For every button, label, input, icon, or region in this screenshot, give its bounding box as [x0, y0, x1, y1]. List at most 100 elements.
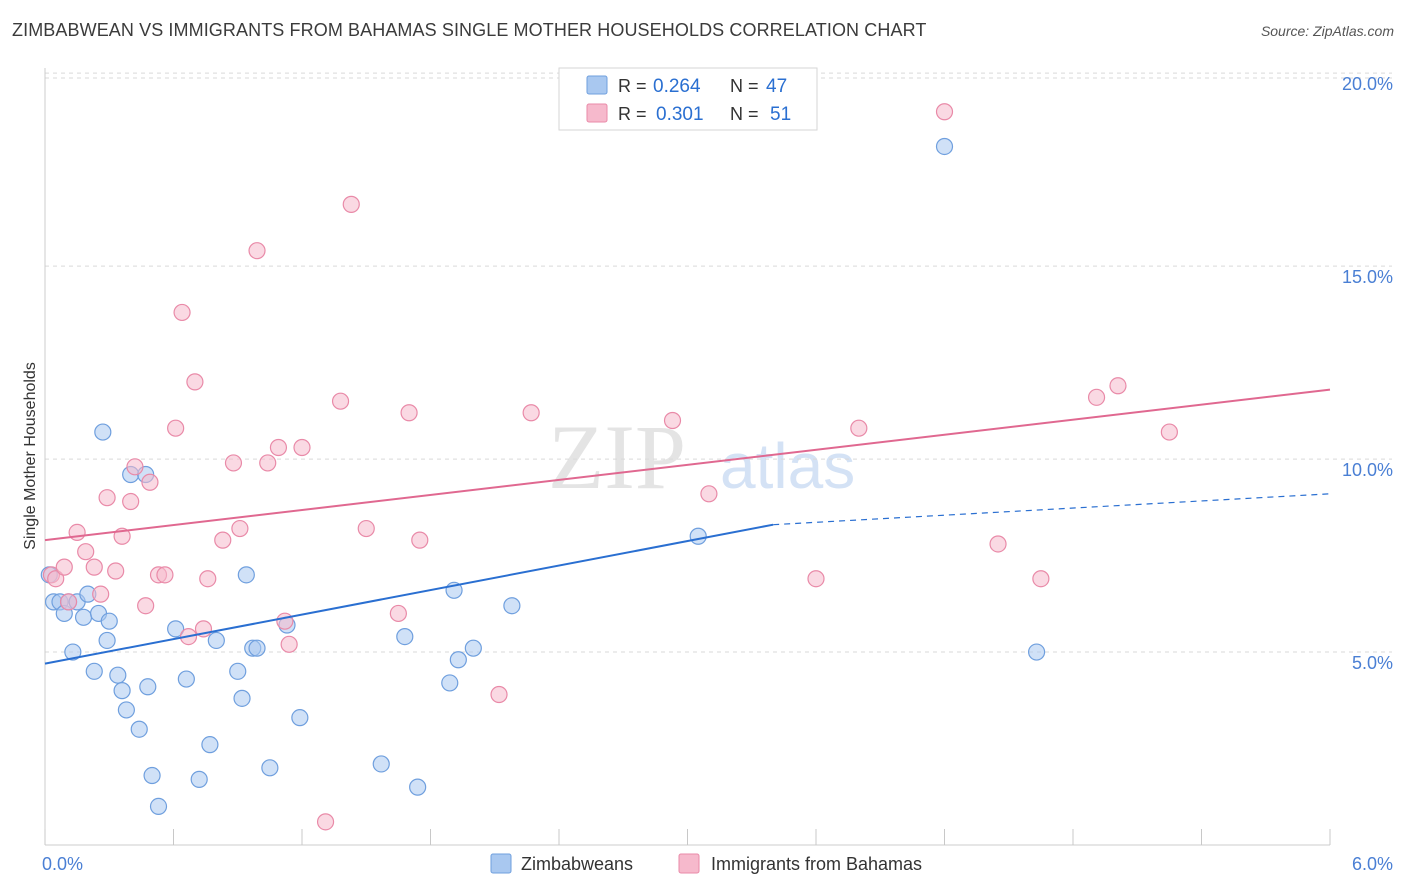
x-ticks — [44, 829, 1331, 845]
bahamas-point — [807, 570, 825, 588]
bahamas-point — [77, 543, 95, 561]
bahamas-point — [1160, 423, 1178, 441]
bahamas-point — [186, 373, 204, 391]
legend-n-label: N = — [730, 104, 759, 124]
zimbabwean-trend-line — [44, 523, 774, 665]
bahamas-point — [293, 438, 311, 457]
bahamas-point — [490, 685, 508, 704]
bahamas-point — [1109, 377, 1127, 395]
bahamas-point — [700, 485, 718, 503]
bahamas-point — [850, 419, 868, 437]
bahamas-point — [316, 813, 335, 831]
zimbabwean-trend-extension — [773, 493, 1331, 526]
zimbabwean-point — [464, 639, 482, 657]
zimbabwean-point — [167, 620, 185, 638]
bahamas-point — [280, 635, 298, 653]
bahamas-point — [214, 531, 232, 549]
bahamas-point — [98, 489, 116, 507]
chart-title: ZIMBABWEAN VS IMMIGRANTS FROM BAHAMAS SI… — [12, 20, 927, 40]
legend-n-value: 47 — [766, 76, 787, 97]
zimbabwean-point — [201, 736, 219, 754]
zimbabwean-point — [229, 662, 247, 680]
y-tick-labels: 5.0% 10.0% 15.0% 20.0% — [1342, 74, 1393, 673]
legend-box: R = 0.264 N = 47 R = 0.301 N = 51 — [558, 67, 818, 131]
bahamas-point — [126, 458, 144, 476]
bahamas-point — [522, 404, 540, 422]
x-tick-label: 0.0% — [42, 854, 83, 874]
bahamas-point — [248, 242, 266, 260]
zimbabwean-point — [503, 597, 521, 615]
y-tick-label: 10.0% — [1342, 460, 1393, 480]
zimbabwean-point — [117, 701, 135, 719]
bahamas-point — [259, 454, 277, 472]
zimbabwean-point — [113, 682, 131, 700]
legend-swatch-blue — [586, 75, 608, 95]
bahamas-point — [199, 570, 217, 588]
bahamas-point — [276, 612, 294, 630]
legend-r-label: R = — [618, 76, 647, 96]
gridlines — [45, 72, 1392, 653]
bahamas-point — [342, 195, 360, 213]
zimbabwean-point — [248, 639, 266, 657]
bahamas-point — [357, 519, 375, 538]
zimbabwean-point — [449, 651, 467, 669]
zimbabwean-point — [143, 766, 161, 785]
y-axis-label: Single Mother Households — [22, 362, 39, 550]
bahamas-point — [989, 535, 1007, 553]
zimbabwean-point — [409, 778, 427, 796]
bahamas-point — [167, 419, 185, 437]
bahamas-point — [47, 570, 65, 588]
bahamas-point — [663, 411, 682, 430]
zimbabwean-point — [74, 608, 93, 626]
bottom-legend-swatch-pink — [678, 853, 700, 874]
zimbabwean-point — [149, 797, 168, 816]
zimbabwean-point — [935, 137, 954, 156]
bahamas-point — [59, 593, 78, 611]
zimbabwean-point — [177, 670, 195, 688]
watermark-zip: ZIP — [548, 406, 686, 508]
zimbabwean-point — [207, 631, 225, 650]
bahamas-point — [141, 473, 159, 491]
bahamas-point — [92, 585, 110, 603]
bahamas-point — [55, 558, 73, 576]
bahamas-point — [224, 454, 243, 472]
legend-n-value: 51 — [770, 104, 791, 125]
bahamas-point — [389, 604, 407, 623]
data-points — [40, 103, 1178, 831]
bahamas-point — [331, 392, 350, 410]
source-label: Source: ZipAtlas.com — [1260, 23, 1394, 39]
bottom-legend-label-zimbabweans: Zimbabweans — [521, 854, 633, 874]
legend-r-label: R = — [618, 104, 647, 124]
legend-r-value: 0.264 — [653, 76, 701, 97]
bahamas-point — [411, 531, 429, 549]
zimbabwean-point — [441, 674, 459, 692]
zimbabwean-point — [237, 566, 255, 584]
legend-swatch-pink — [586, 103, 608, 123]
zimbabwean-point — [94, 423, 112, 441]
bahamas-point — [107, 562, 125, 580]
bottom-legend: Zimbabweans Immigrants from Bahamas — [490, 853, 922, 874]
zimbabwean-point — [1027, 643, 1046, 661]
bahamas-point — [935, 103, 954, 121]
bahamas-point — [122, 492, 140, 511]
zimbabwean-point — [261, 759, 279, 777]
zimbabwean-point — [85, 662, 103, 680]
y-tick-label: 20.0% — [1342, 74, 1393, 94]
bahamas-point — [400, 404, 418, 422]
bottom-legend-swatch-blue — [490, 853, 512, 874]
watermark-atlas: atlas — [720, 430, 855, 502]
legend-r-value: 0.301 — [656, 104, 704, 125]
bahamas-point — [137, 597, 155, 615]
bahamas-point — [85, 558, 103, 576]
bahamas-point — [231, 519, 249, 538]
bahamas-point — [156, 566, 174, 584]
bottom-legend-label-bahamas: Immigrants from Bahamas — [711, 854, 922, 874]
zimbabwean-point — [139, 678, 157, 696]
bahamas-point — [1032, 570, 1050, 588]
zimbabwean-point — [396, 628, 414, 646]
x-tick-labels: 0.0% 6.0% — [42, 854, 1393, 874]
zimbabwean-point — [64, 643, 82, 661]
zimbabwean-point — [372, 755, 390, 773]
zimbabwean-point — [689, 527, 707, 545]
bahamas-point — [269, 438, 288, 457]
